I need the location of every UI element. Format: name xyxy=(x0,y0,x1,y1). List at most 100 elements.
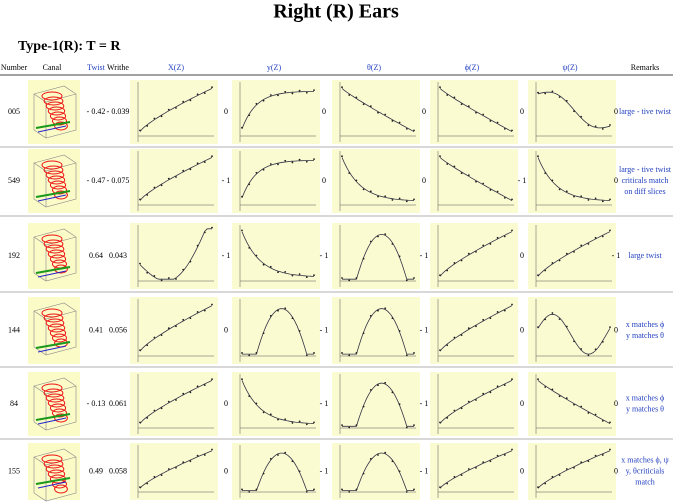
sign-value: 0 xyxy=(422,176,426,185)
plot-dot xyxy=(262,263,265,266)
plot-curve xyxy=(439,380,513,424)
plot-dot xyxy=(398,403,401,406)
plot-curve xyxy=(537,313,611,355)
writhe-value: - 0.039 xyxy=(107,107,130,116)
plot-dot xyxy=(298,470,301,473)
canal-ring xyxy=(49,180,67,190)
plot-dot xyxy=(269,457,272,460)
plot-dot xyxy=(255,254,258,257)
twist-value: - 0.42 xyxy=(87,107,106,116)
plot-curve xyxy=(537,157,611,201)
remark: x matches ϕ, ψ xyxy=(621,455,668,464)
canal-image-bg xyxy=(28,297,80,364)
sign-value: 0 xyxy=(224,325,228,334)
plot-dot xyxy=(153,336,156,339)
canal-ring xyxy=(43,313,64,323)
plot-curve xyxy=(537,380,611,424)
plot-dot xyxy=(175,176,177,178)
plot-dot xyxy=(203,161,206,163)
sign-value: 0 xyxy=(614,399,618,408)
remark: large - tive twist xyxy=(619,107,672,116)
plot-dot xyxy=(248,246,251,249)
plot-curve xyxy=(341,88,415,132)
plot-dot xyxy=(341,352,343,354)
plot-dot xyxy=(362,257,365,260)
canal-ring xyxy=(54,484,68,494)
plot-dot xyxy=(189,99,192,102)
plot-bg xyxy=(130,443,218,500)
canal-axis xyxy=(37,345,67,353)
plot-dot xyxy=(580,461,583,464)
plot-bg xyxy=(232,80,320,144)
canal-ring xyxy=(52,185,67,195)
canal-ring xyxy=(54,121,68,131)
sign-value: - 1 xyxy=(420,399,429,408)
plot-dot xyxy=(467,105,470,108)
plot-dot xyxy=(284,418,287,421)
plot-bg xyxy=(130,297,218,364)
plot-curve xyxy=(241,91,314,130)
plot-dot xyxy=(175,278,177,280)
canal-ring xyxy=(41,91,63,101)
plot-dot xyxy=(313,352,315,354)
canal-axis xyxy=(35,413,71,421)
plot-dot xyxy=(167,327,170,330)
plot-dot xyxy=(573,340,575,343)
plot-dot xyxy=(467,327,470,330)
plot-dot xyxy=(413,129,415,132)
plot-dot xyxy=(196,162,199,165)
column-header: θ(Z) xyxy=(367,63,381,72)
plot-dot xyxy=(348,94,351,96)
canal-ring xyxy=(43,388,64,398)
sign-value: 0 xyxy=(520,325,524,334)
canal-ring xyxy=(49,254,67,264)
sign-value: 0 xyxy=(614,325,618,334)
canal-box xyxy=(33,377,77,431)
sign-value: - 1 xyxy=(518,176,527,185)
plot-dot xyxy=(369,105,372,108)
plot-dot xyxy=(460,334,463,336)
plot-dot xyxy=(277,94,279,97)
plot-dot xyxy=(355,488,358,491)
plot-dot xyxy=(405,490,408,493)
plot-dot xyxy=(391,120,394,122)
plot-dot xyxy=(496,121,499,124)
plot-dot xyxy=(573,403,575,406)
plot-dot xyxy=(496,454,499,457)
plot-dot xyxy=(182,100,185,103)
sign-value: - 1 xyxy=(420,251,429,260)
plot-dot xyxy=(580,115,583,118)
plot-dot xyxy=(384,113,387,116)
plot-bg xyxy=(232,372,320,436)
plot-dot xyxy=(146,482,149,485)
plot-dot xyxy=(241,195,243,198)
plot-dot xyxy=(544,318,547,321)
plot-dot xyxy=(537,155,539,158)
remark: large twist xyxy=(628,251,662,260)
plot-dot xyxy=(355,352,358,354)
plot-dot xyxy=(189,391,192,394)
plot-dot xyxy=(262,411,265,414)
plot-dot xyxy=(460,259,463,262)
plot-dot xyxy=(580,195,583,198)
plot-dot xyxy=(262,472,265,475)
twist-value: - 0.47 xyxy=(87,176,106,185)
remark: on diff slices xyxy=(624,187,665,196)
plot-dot xyxy=(503,309,506,312)
plot-dot xyxy=(167,277,170,279)
plot-dot xyxy=(482,318,485,321)
canal-ring xyxy=(41,234,63,244)
plot-dot xyxy=(348,490,351,493)
plot-dot xyxy=(503,127,506,130)
plot-dot xyxy=(153,475,156,478)
writhe-value: 0.061 xyxy=(109,399,127,408)
column-header: Number xyxy=(1,63,28,72)
plot-curve xyxy=(537,450,611,489)
section-title: Type-1(R): T = R xyxy=(18,39,121,54)
plot-dot xyxy=(160,474,163,477)
plot-curve xyxy=(439,305,513,352)
canal-axis xyxy=(35,341,71,349)
plot-curve xyxy=(342,452,414,491)
plot-dot xyxy=(255,171,258,174)
plot-dot xyxy=(341,86,343,89)
